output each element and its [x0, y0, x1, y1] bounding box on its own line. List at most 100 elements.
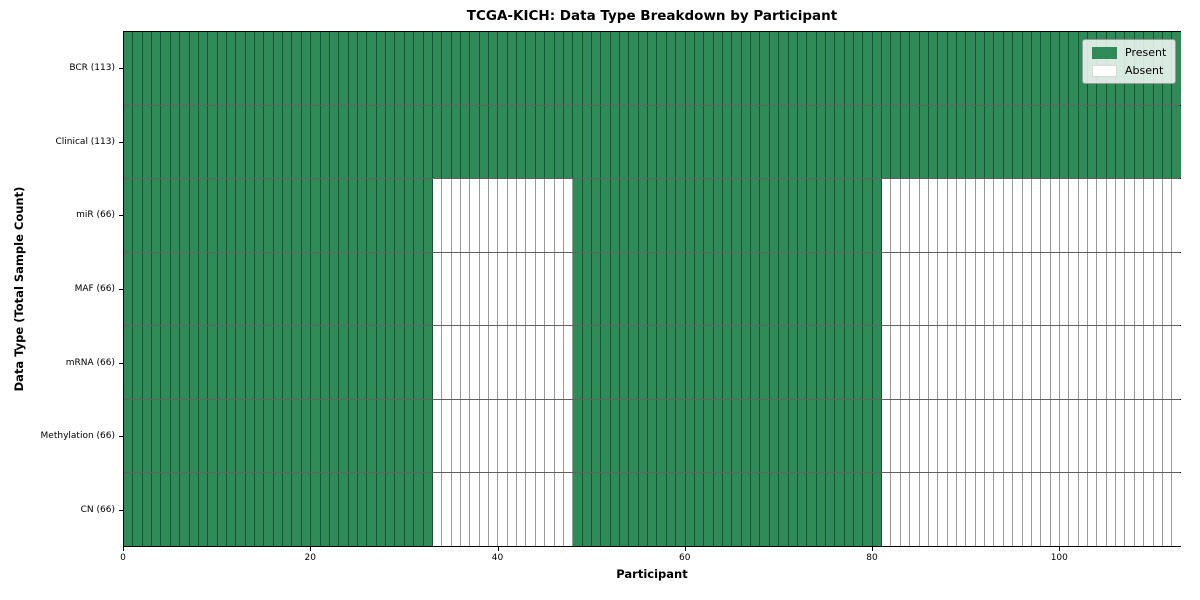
heatmap-cell [891, 105, 901, 179]
heatmap-cell [620, 179, 630, 252]
heatmap-cell [255, 252, 265, 326]
heatmap-cell [152, 252, 162, 326]
heatmap-cell [198, 326, 209, 399]
heatmap-cell [189, 399, 199, 473]
heatmap-cell [423, 105, 433, 179]
heatmap-cell [451, 32, 461, 105]
x-tick-mark [310, 547, 312, 551]
heatmap-cell [1041, 32, 1051, 105]
heatmap-cell [208, 179, 218, 252]
heatmap-cell [142, 179, 153, 252]
heatmap-cell [432, 105, 443, 179]
heatmap-cell [1031, 326, 1042, 399]
heatmap-cell [694, 179, 705, 252]
heatmap-cell [1153, 179, 1163, 252]
heatmap-cell [479, 473, 490, 547]
heatmap-cell [442, 326, 452, 399]
heatmap-cell [236, 32, 246, 105]
heatmap-cell [779, 32, 789, 105]
heatmap-cell [666, 179, 677, 252]
y-tick-mark [119, 436, 123, 438]
heatmap-cell [1088, 326, 1098, 399]
heatmap-cell [1078, 105, 1089, 179]
heatmap-cell [376, 252, 387, 326]
heatmap-cell [563, 252, 574, 326]
heatmap-cell [563, 105, 574, 179]
heatmap-row [124, 32, 1181, 106]
heatmap-cell [638, 252, 649, 326]
heatmap-cell [563, 32, 574, 105]
heatmap-cell [1059, 32, 1070, 105]
heatmap-cell [816, 326, 826, 399]
heatmap-cell [320, 399, 330, 473]
heatmap-cell [329, 179, 340, 252]
heatmap-cell [629, 105, 639, 179]
heatmap-cell [226, 399, 237, 473]
heatmap-cell [994, 399, 1004, 473]
heatmap-cell [507, 399, 518, 473]
heatmap-cell [1088, 179, 1098, 252]
heatmap-cell [1134, 399, 1145, 473]
heatmap-cell [910, 473, 920, 547]
heatmap-cell [1041, 179, 1051, 252]
heatmap-cell [928, 326, 939, 399]
heatmap-cell [582, 179, 592, 252]
heatmap-cell [779, 399, 789, 473]
heatmap-cell [985, 473, 995, 547]
heatmap-cell [1153, 473, 1163, 547]
heatmap-cell [807, 473, 817, 547]
y-tick-mark [119, 67, 123, 69]
heatmap-cell [479, 105, 490, 179]
heatmap-cell [573, 179, 583, 252]
heatmap-cell [1134, 326, 1145, 399]
heatmap-cell [198, 32, 209, 105]
heatmap-cell [339, 252, 349, 326]
heatmap-cell [835, 473, 845, 547]
heatmap-cell [760, 326, 770, 399]
heatmap-cell [835, 326, 845, 399]
heatmap-cell [648, 252, 658, 326]
heatmap-cell [348, 399, 358, 473]
heatmap-cell [208, 473, 218, 547]
heatmap-cell [872, 252, 883, 326]
heatmap-cell [1050, 326, 1060, 399]
heatmap-cell [283, 399, 293, 473]
heatmap-cell [723, 399, 733, 473]
heatmap-cell [1134, 179, 1145, 252]
heatmap-cell [807, 326, 817, 399]
heatmap-cell [170, 105, 181, 179]
heatmap-cell [685, 326, 695, 399]
heatmap-cell [535, 399, 546, 473]
heatmap-cell [610, 105, 621, 179]
heatmap-cell [479, 326, 490, 399]
heatmap-cell [751, 105, 761, 179]
heatmap-cell [657, 473, 667, 547]
heatmap-cell [910, 326, 920, 399]
heatmap-cell [732, 326, 742, 399]
heatmap-cell [245, 399, 256, 473]
heatmap-cell [956, 326, 967, 399]
heatmap-cell [142, 105, 153, 179]
heatmap-cell [470, 473, 480, 547]
heatmap-cell [1125, 399, 1135, 473]
heatmap-cell [470, 252, 480, 326]
heatmap-cell [489, 32, 499, 105]
heatmap-cell [994, 473, 1004, 547]
heatmap-cell [629, 399, 639, 473]
heatmap-row [124, 252, 1181, 327]
heatmap-cell [891, 326, 901, 399]
heatmap-cell [1153, 105, 1163, 179]
heatmap-cell [591, 179, 602, 252]
heatmap-cell [1059, 473, 1070, 547]
heatmap-cell [329, 32, 340, 105]
heatmap-cell [170, 473, 181, 547]
heatmap-cell [1003, 473, 1014, 547]
heatmap-cell [723, 252, 733, 326]
heatmap-cell [994, 105, 1004, 179]
heatmap-cell [404, 105, 415, 179]
heatmap-cell [124, 105, 134, 179]
heatmap-cell [966, 473, 976, 547]
heatmap-cell [236, 473, 246, 547]
heatmap-cell [264, 179, 274, 252]
